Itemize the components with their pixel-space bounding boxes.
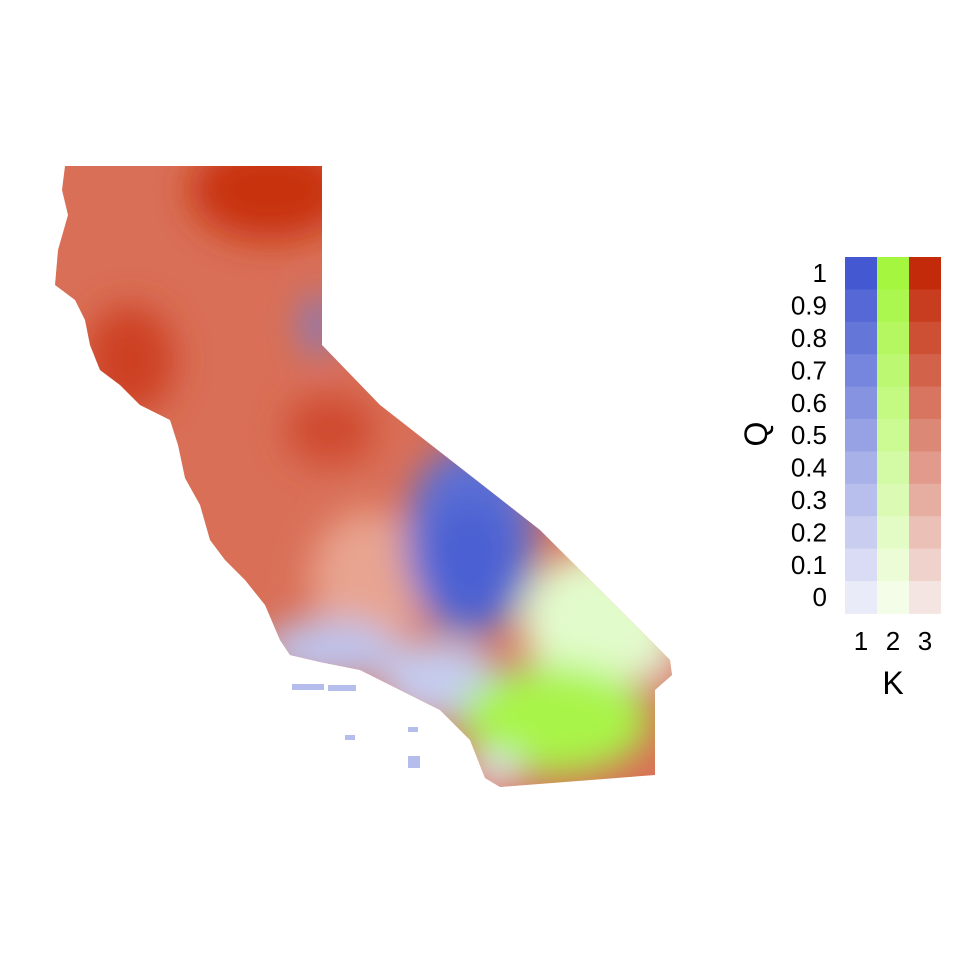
legend-cell <box>877 581 909 614</box>
legend-cell <box>909 483 941 517</box>
island <box>408 727 418 732</box>
map-region-coast-light-1 <box>260 620 400 680</box>
legend-cell <box>877 321 909 355</box>
map-region-north-strong-3 <box>190 166 350 240</box>
island <box>292 684 324 690</box>
legend-q-tick: 0.4 <box>791 453 827 483</box>
legend-y-axis-title: Q <box>738 422 774 447</box>
legend-cell <box>909 419 941 452</box>
legend-cell <box>845 321 877 355</box>
legend-cell <box>845 419 877 452</box>
map-region-sierra-strong-1 <box>425 500 515 620</box>
legend-cell <box>845 581 877 614</box>
legend-x-axis-title: K <box>882 665 903 701</box>
legend-cell <box>845 289 877 323</box>
legend-cell <box>845 386 877 420</box>
legend-cell <box>845 257 877 290</box>
island <box>328 685 356 691</box>
legend-cell <box>877 289 909 323</box>
map-region-northeast-1 <box>304 295 332 355</box>
legend-q-tick: 0.1 <box>791 550 827 580</box>
legend-q-tick: 0 <box>813 582 827 612</box>
legend-cell <box>909 451 941 485</box>
map-region-valley-light-3 <box>310 510 430 650</box>
legend-q-tick: 0.3 <box>791 485 827 515</box>
legend-cell <box>909 581 941 614</box>
legend-q-tick: 1 <box>813 258 827 288</box>
legend-cell <box>845 548 877 582</box>
legend-q-tick: 0.5 <box>791 420 827 450</box>
legend-q-tick: 0.2 <box>791 517 827 547</box>
legend-cell <box>909 354 941 388</box>
legend-color-grid <box>845 257 941 614</box>
legend-cell <box>877 451 909 485</box>
island <box>345 735 355 740</box>
channel-islands <box>292 684 420 768</box>
legend-cell <box>877 419 909 452</box>
legend-k-tick: 3 <box>918 626 932 656</box>
legend-cell <box>877 257 909 290</box>
legend-cell <box>877 354 909 388</box>
legend-cell <box>877 483 909 517</box>
legend-cell <box>909 257 941 290</box>
legend-cell <box>909 516 941 550</box>
map-region-central-3 <box>285 395 375 465</box>
legend-q-tick: 0.7 <box>791 355 827 385</box>
map-region-northwest-3 <box>85 305 175 415</box>
legend-q-tick: 0.6 <box>791 388 827 418</box>
legend-cell <box>845 483 877 517</box>
map-region-east-edge-1 <box>651 658 672 682</box>
legend-q-tick: 0.8 <box>791 323 827 353</box>
map-region-southeast-2 <box>460 665 650 775</box>
legend-q-tick: 0.9 <box>791 291 827 321</box>
legend-cell <box>877 548 909 582</box>
legend-k-tick: 1 <box>854 626 868 656</box>
legend-cell <box>909 386 941 420</box>
california-map <box>55 166 672 787</box>
legend-cell <box>845 354 877 388</box>
island <box>408 756 420 768</box>
legend-q-ticks: 10.90.80.70.60.50.40.30.20.10 <box>791 258 827 612</box>
map-region-south-light-1 <box>470 752 520 787</box>
legend-cell <box>877 386 909 420</box>
legend-cell <box>909 321 941 355</box>
legend-cell <box>877 516 909 550</box>
legend-cell <box>909 548 941 582</box>
legend-cell <box>909 289 941 323</box>
legend-k-tick: 2 <box>886 626 900 656</box>
legend-cell <box>845 516 877 550</box>
legend-cell <box>845 451 877 485</box>
